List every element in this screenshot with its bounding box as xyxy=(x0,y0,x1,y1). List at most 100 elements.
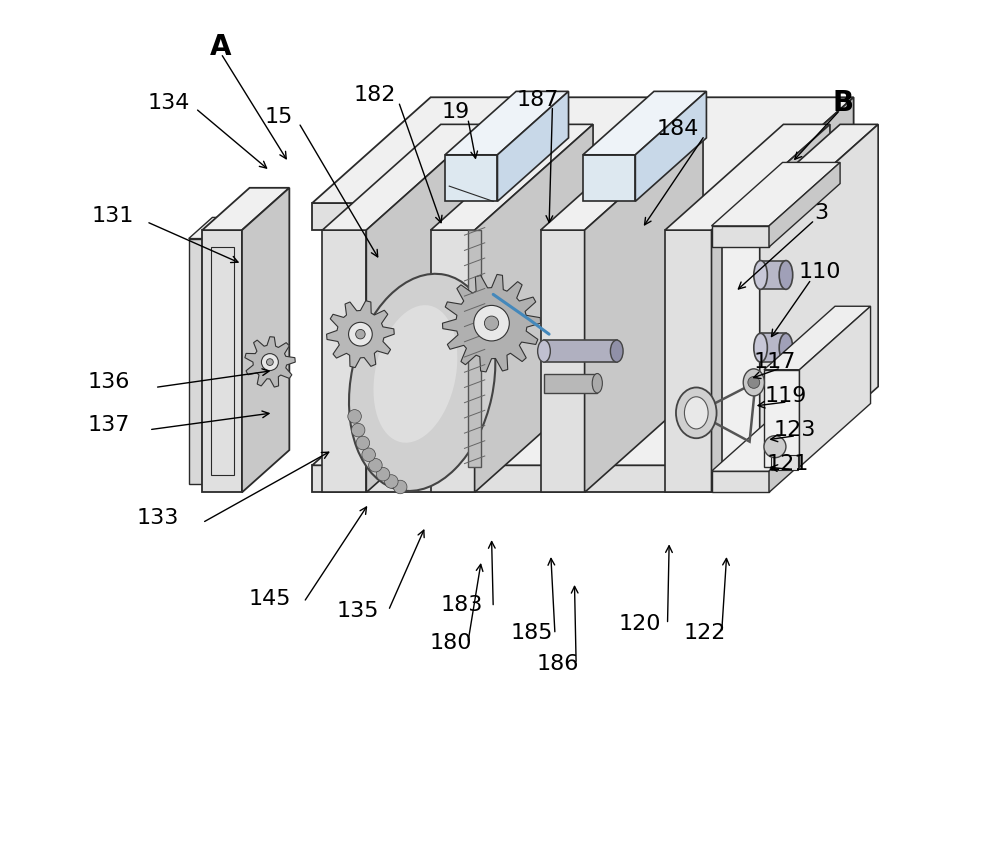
Polygon shape xyxy=(431,230,475,492)
Polygon shape xyxy=(769,162,840,247)
Circle shape xyxy=(351,423,365,437)
Polygon shape xyxy=(585,124,703,492)
Circle shape xyxy=(362,448,375,462)
Polygon shape xyxy=(202,188,289,230)
Text: 110: 110 xyxy=(799,262,841,283)
Polygon shape xyxy=(327,300,394,368)
Circle shape xyxy=(376,467,390,481)
Text: 119: 119 xyxy=(765,386,807,406)
Polygon shape xyxy=(242,188,289,492)
Ellipse shape xyxy=(374,305,457,442)
Text: 184: 184 xyxy=(656,118,699,139)
Polygon shape xyxy=(189,217,226,239)
Polygon shape xyxy=(544,340,617,362)
Text: 120: 120 xyxy=(618,614,661,634)
Text: 180: 180 xyxy=(430,633,472,653)
Polygon shape xyxy=(245,337,295,387)
Ellipse shape xyxy=(754,261,767,289)
Polygon shape xyxy=(322,124,485,230)
Polygon shape xyxy=(583,155,635,201)
Polygon shape xyxy=(722,230,760,492)
Ellipse shape xyxy=(754,333,767,362)
Circle shape xyxy=(393,481,407,494)
Circle shape xyxy=(385,475,398,488)
Ellipse shape xyxy=(610,340,623,362)
Polygon shape xyxy=(312,203,735,230)
Polygon shape xyxy=(665,230,712,492)
Circle shape xyxy=(484,316,499,330)
Polygon shape xyxy=(468,230,481,467)
Polygon shape xyxy=(445,155,497,201)
Polygon shape xyxy=(312,360,854,465)
Text: 185: 185 xyxy=(511,623,553,643)
Polygon shape xyxy=(771,455,798,470)
Text: 19: 19 xyxy=(442,102,470,122)
Text: 135: 135 xyxy=(337,601,379,621)
Polygon shape xyxy=(312,97,854,203)
Text: 183: 183 xyxy=(441,595,483,615)
Text: 123: 123 xyxy=(773,420,816,440)
Circle shape xyxy=(349,322,372,346)
Ellipse shape xyxy=(684,397,708,429)
Ellipse shape xyxy=(779,261,793,289)
Polygon shape xyxy=(202,230,242,492)
Text: A: A xyxy=(210,32,232,61)
Ellipse shape xyxy=(592,374,602,393)
Text: 122: 122 xyxy=(684,623,726,643)
Polygon shape xyxy=(497,91,569,201)
Polygon shape xyxy=(722,124,878,230)
Polygon shape xyxy=(764,306,871,370)
Circle shape xyxy=(267,359,273,365)
Ellipse shape xyxy=(676,387,717,438)
Circle shape xyxy=(748,376,760,388)
Circle shape xyxy=(369,459,382,472)
Polygon shape xyxy=(712,471,769,492)
Polygon shape xyxy=(583,91,706,155)
Circle shape xyxy=(348,409,361,423)
Polygon shape xyxy=(735,97,854,230)
Text: 187: 187 xyxy=(517,90,559,110)
Text: 182: 182 xyxy=(354,85,396,105)
Text: B: B xyxy=(832,89,853,118)
Ellipse shape xyxy=(743,369,764,396)
Text: 186: 186 xyxy=(536,654,579,674)
Text: 131: 131 xyxy=(91,206,134,226)
Text: 133: 133 xyxy=(136,508,179,528)
Polygon shape xyxy=(445,91,569,155)
Polygon shape xyxy=(712,408,840,471)
Polygon shape xyxy=(322,230,366,492)
Ellipse shape xyxy=(538,340,550,362)
Text: 121: 121 xyxy=(766,453,809,474)
Text: 137: 137 xyxy=(88,415,130,435)
Text: 3: 3 xyxy=(814,203,829,223)
Polygon shape xyxy=(541,230,585,492)
Ellipse shape xyxy=(779,333,793,362)
Circle shape xyxy=(261,354,278,371)
Text: 134: 134 xyxy=(147,93,190,113)
Polygon shape xyxy=(541,124,703,230)
Polygon shape xyxy=(769,408,840,492)
Polygon shape xyxy=(712,162,840,226)
Text: 145: 145 xyxy=(249,589,291,609)
Polygon shape xyxy=(712,226,769,247)
Polygon shape xyxy=(761,261,786,289)
Text: 117: 117 xyxy=(754,352,796,372)
Circle shape xyxy=(356,437,370,450)
Polygon shape xyxy=(431,124,593,230)
Polygon shape xyxy=(735,360,854,492)
Text: 136: 136 xyxy=(88,372,130,393)
Polygon shape xyxy=(712,124,830,492)
Polygon shape xyxy=(475,124,593,492)
Polygon shape xyxy=(635,91,706,201)
Polygon shape xyxy=(665,124,830,230)
Polygon shape xyxy=(544,374,597,393)
Circle shape xyxy=(474,305,509,341)
Polygon shape xyxy=(366,124,485,492)
Circle shape xyxy=(356,329,365,339)
Polygon shape xyxy=(760,124,878,492)
Text: 15: 15 xyxy=(264,107,293,127)
Ellipse shape xyxy=(349,274,495,491)
Polygon shape xyxy=(761,333,786,362)
Polygon shape xyxy=(189,239,202,484)
Circle shape xyxy=(764,436,786,458)
